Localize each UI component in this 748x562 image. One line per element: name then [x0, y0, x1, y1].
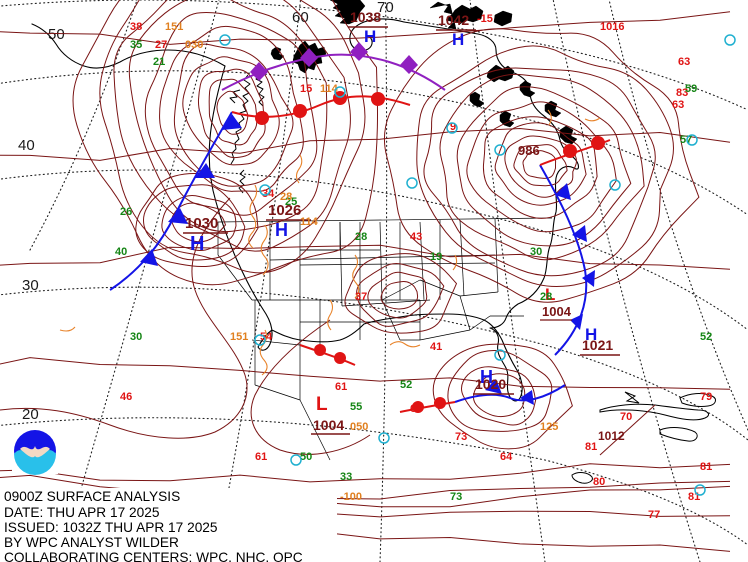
svg-text:1012: 1012: [598, 429, 625, 443]
svg-text:52: 52: [400, 379, 412, 391]
svg-text:70: 70: [620, 411, 632, 423]
svg-text:986: 986: [518, 143, 540, 158]
svg-text:BY WPC ANALYST WILDER: BY WPC ANALYST WILDER: [4, 535, 179, 550]
svg-text:30: 30: [130, 331, 142, 343]
svg-text:64: 64: [500, 451, 513, 463]
svg-text:63: 63: [672, 99, 684, 111]
svg-text:73: 73: [450, 491, 462, 503]
svg-text:30: 30: [22, 277, 39, 294]
svg-text:79: 79: [700, 391, 712, 403]
svg-text:21: 21: [153, 56, 165, 68]
svg-text:61: 61: [335, 381, 347, 393]
svg-text:1042: 1042: [438, 12, 469, 28]
svg-text:DATE: THU APR 17 2025: DATE: THU APR 17 2025: [4, 505, 160, 520]
svg-text:40: 40: [18, 137, 35, 154]
svg-text:28: 28: [355, 231, 367, 243]
svg-text:15: 15: [300, 83, 312, 95]
svg-text:H: H: [480, 367, 493, 387]
svg-text:80: 80: [593, 476, 605, 488]
svg-text:63: 63: [678, 56, 690, 68]
svg-text:125: 125: [540, 421, 558, 433]
svg-text:27: 27: [155, 39, 167, 51]
svg-text:26: 26: [120, 206, 132, 218]
svg-text:59: 59: [685, 83, 697, 95]
svg-text:COLLABORATING CENTERS: WPC, NH: COLLABORATING CENTERS: WPC, NHC, OPC: [4, 550, 303, 562]
svg-text:H: H: [452, 30, 464, 49]
svg-text:33: 33: [340, 471, 352, 483]
svg-text:-15: -15: [477, 13, 493, 25]
svg-text:43: 43: [410, 231, 422, 243]
svg-text:0900Z SURFACE ANALYSIS: 0900Z SURFACE ANALYSIS: [4, 489, 180, 504]
svg-text:38: 38: [130, 21, 142, 33]
svg-text:41: 41: [430, 341, 442, 353]
svg-text:1004: 1004: [542, 304, 572, 319]
svg-text:114: 114: [300, 216, 319, 228]
svg-text:ISSUED: 1032Z THU APR 17 2025: ISSUED: 1032Z THU APR 17 2025: [4, 520, 218, 535]
svg-text:30: 30: [530, 246, 542, 258]
svg-text:50: 50: [48, 26, 65, 43]
svg-text:050: 050: [350, 421, 368, 433]
svg-text:1038: 1038: [350, 9, 381, 25]
svg-text:19: 19: [430, 251, 442, 263]
svg-text:H: H: [275, 220, 288, 240]
svg-text:50: 50: [300, 451, 312, 463]
svg-text:61: 61: [255, 451, 267, 463]
svg-text:151: 151: [230, 331, 248, 343]
svg-text:77: 77: [648, 509, 660, 521]
svg-text:73: 73: [455, 431, 467, 443]
svg-text:28: 28: [540, 291, 552, 303]
svg-text:65: 65: [410, 403, 422, 415]
svg-text:H: H: [585, 325, 597, 344]
svg-text:28: 28: [280, 191, 292, 203]
svg-text:52: 52: [700, 331, 712, 343]
svg-text:81: 81: [700, 461, 712, 473]
svg-text:46: 46: [120, 391, 132, 403]
svg-text:H: H: [364, 27, 376, 46]
svg-text:151: 151: [165, 21, 183, 33]
svg-text:55: 55: [350, 401, 362, 413]
svg-text:81: 81: [688, 491, 700, 503]
svg-text:1030: 1030: [185, 215, 218, 232]
svg-text:81: 81: [585, 441, 597, 453]
svg-text:1004: 1004: [313, 417, 344, 433]
svg-text:54: 54: [260, 331, 273, 343]
svg-text:L: L: [316, 394, 328, 415]
svg-text:H: H: [190, 233, 204, 255]
svg-text:-100: -100: [340, 491, 362, 503]
svg-text:35: 35: [130, 39, 142, 51]
svg-text:NOAA: NOAA: [26, 442, 44, 448]
svg-text:37: 37: [355, 291, 367, 303]
svg-text:40: 40: [115, 246, 127, 258]
svg-text:030: 030: [185, 39, 203, 51]
svg-text:1016: 1016: [600, 21, 624, 33]
